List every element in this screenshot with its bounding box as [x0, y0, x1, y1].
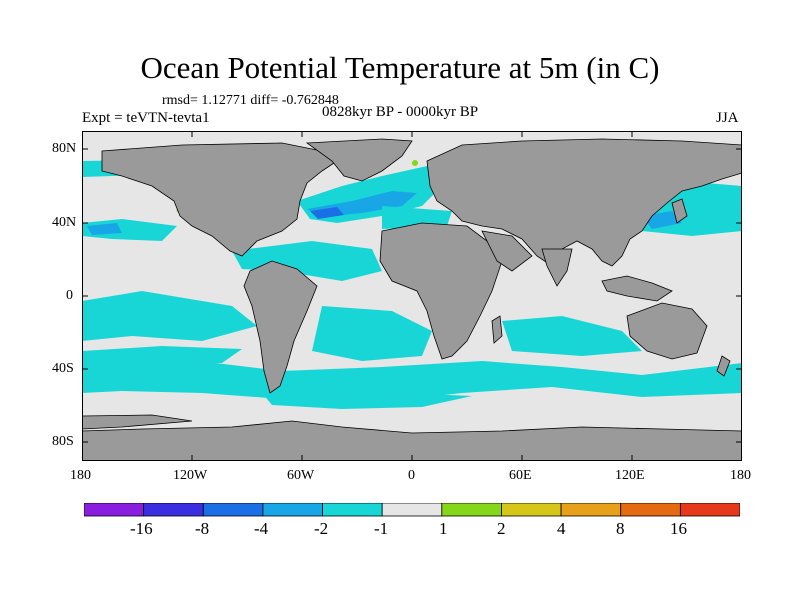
land-japan — [671, 198, 688, 224]
x-label-180-west: 180 — [70, 468, 91, 483]
period-label: 0828kyr BP - 0000kyr BP — [322, 104, 479, 120]
anomaly-south-pacific — [82, 346, 242, 367]
anomaly-southern-ocean-lower — [262, 393, 472, 409]
anomaly-tropical-atlantic — [232, 241, 382, 281]
colorbar-swatch — [202, 503, 264, 517]
colorbar-label-4: 4 — [557, 519, 566, 538]
land-antarctica — [82, 420, 742, 461]
colorbar-swatch — [84, 503, 145, 517]
colorbar — [84, 503, 740, 517]
y-label-80s: 80S — [52, 434, 74, 449]
y-label-80n: 80N — [52, 141, 77, 156]
colorbar-swatch — [143, 503, 204, 517]
land-australia — [626, 302, 708, 360]
colorbar-swatch — [620, 503, 681, 517]
colorbar-label-neg2: -2 — [314, 519, 329, 538]
colorbar-label-2: 2 — [497, 519, 506, 538]
colorbar-swatch — [381, 503, 443, 517]
colorbar-label-neg4: -4 — [254, 519, 269, 538]
x-label-60e: 60E — [509, 468, 532, 483]
y-ticks — [82, 148, 742, 443]
x-label-0: 0 — [408, 468, 415, 483]
experiment-label: Expt = teVTN-tevta1 — [82, 110, 210, 126]
land-africa — [379, 222, 503, 360]
land-arabia — [481, 230, 533, 272]
land-antarctic-shelf — [82, 414, 193, 430]
anomaly-eastern-pacific — [82, 291, 257, 341]
y-label-40s: 40S — [52, 361, 74, 376]
map-title: Ocean Potential Temperature at 5m (in C) — [140, 50, 660, 85]
season-label: JJA — [716, 110, 739, 126]
anomaly-indian-ocean — [502, 316, 642, 356]
land-india — [541, 248, 573, 287]
land-new-zealand — [716, 355, 731, 377]
anomaly-southern-ocean — [82, 359, 742, 403]
anomaly-regions — [82, 153, 742, 409]
x-label-120e: 120E — [615, 468, 645, 483]
x-label-180-east: 180 — [730, 468, 751, 483]
anomaly-gulf-stream — [310, 207, 344, 219]
colorbar-swatches — [84, 503, 740, 517]
land-madagascar — [491, 315, 503, 344]
colorbar-label-8: 8 — [616, 519, 625, 538]
land-masses — [82, 138, 742, 461]
colorbar-label-neg1: -1 — [374, 519, 389, 538]
x-label-120w: 120W — [173, 468, 208, 483]
colorbar-swatch — [441, 503, 502, 517]
colorbar-label-1: 1 — [439, 519, 448, 538]
land-south-america — [243, 260, 318, 394]
colorbar-label-16: 16 — [670, 519, 687, 538]
x-ticks — [191, 131, 633, 461]
colorbar-label-neg16: -16 — [130, 519, 153, 538]
colorbar-swatch — [322, 503, 383, 517]
land-indonesia — [601, 275, 673, 302]
y-label-0: 0 — [66, 288, 73, 303]
colorbar-label-neg8: -8 — [195, 519, 210, 538]
anomaly-south-atlantic — [312, 306, 432, 361]
colorbar-swatch — [560, 503, 622, 517]
anomaly-north-pacific-deep — [87, 223, 122, 235]
land-greenland — [305, 138, 413, 182]
colorbar-swatch — [262, 503, 323, 517]
colorbar-swatch — [501, 503, 562, 517]
warm-spot-greenland — [412, 160, 418, 166]
x-label-60w: 60W — [287, 468, 315, 483]
land-eurasia — [426, 138, 742, 267]
anomaly-mid-atlantic — [382, 206, 452, 229]
stats-text: rmsd= 1.12771 diff= -0.762848 — [162, 93, 339, 108]
world-map — [82, 131, 742, 461]
y-label-40n: 40N — [52, 215, 77, 230]
colorbar-swatch — [679, 503, 740, 517]
